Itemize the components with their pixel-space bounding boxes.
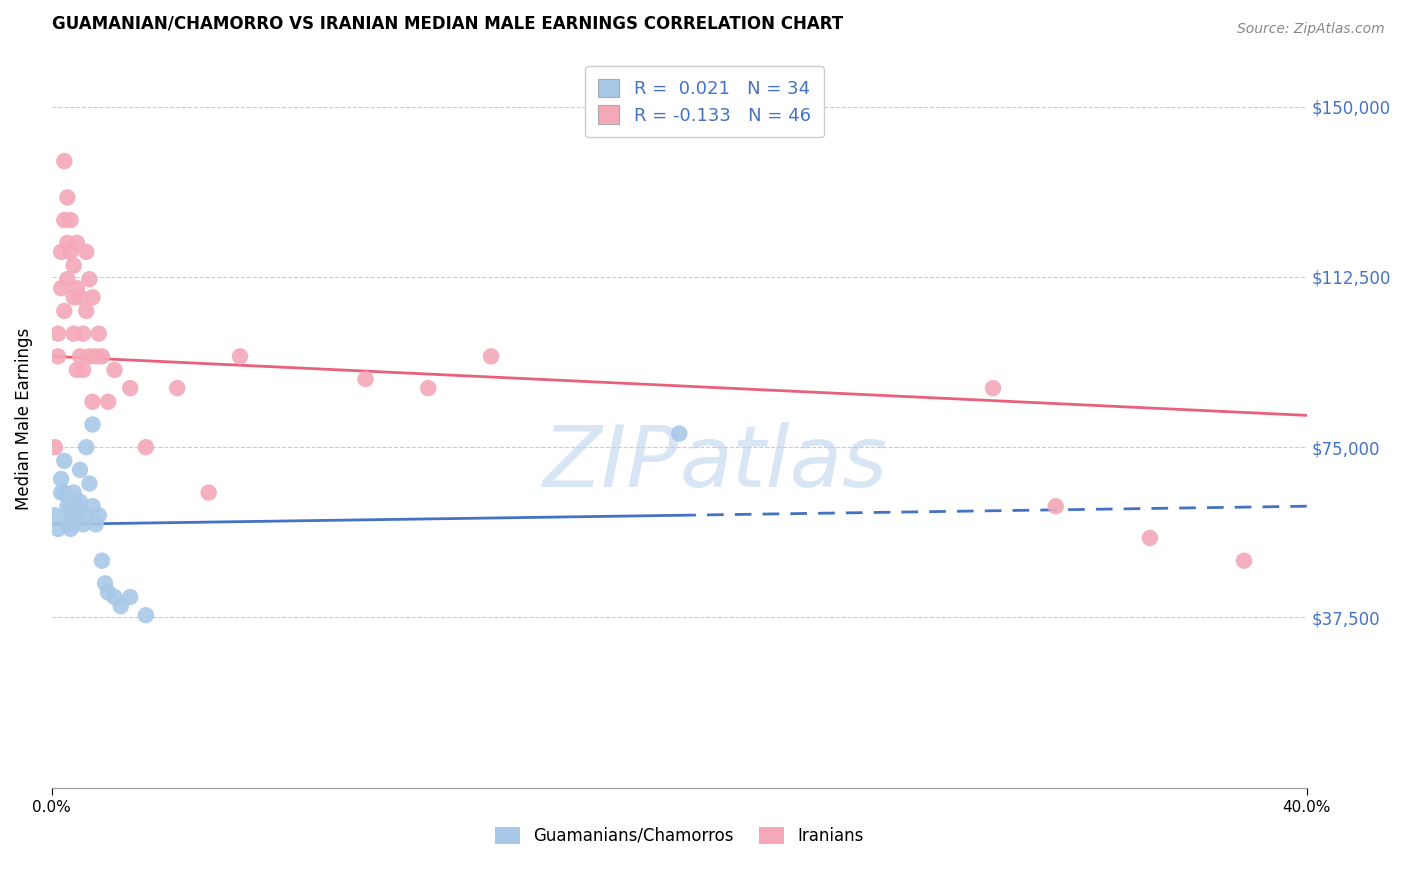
Point [120,381,142,395]
Text: GUAMANIAN/CHAMORRO VS IRANIAN MEDIAN MALE EARNINGS CORRELATION CHART: GUAMANIAN/CHAMORRO VS IRANIAN MEDIAN MAL… [52,15,842,33]
Point [62,485,84,500]
Point [59,244,82,259]
Point [62,326,84,341]
Point [79,476,101,491]
Point [103,363,125,377]
Point [135,440,157,454]
Point [79,272,101,286]
Point [79,350,101,364]
Text: ZIP: ZIP [543,422,679,505]
Point [72,363,94,377]
Point [91,554,114,568]
Point [981,381,1004,395]
Point [97,394,120,409]
Point [62,508,84,523]
Point [46,350,69,364]
Point [166,381,188,395]
Point [354,372,377,386]
Point [56,190,79,204]
Point [62,517,84,532]
Text: Source: ZipAtlas.com: Source: ZipAtlas.com [1237,22,1385,37]
Point [53,213,76,227]
Point [66,499,89,513]
Point [44,508,66,523]
Point [53,304,76,318]
Point [75,304,97,318]
Point [59,522,82,536]
Point [46,522,69,536]
Point [56,235,79,250]
Point [51,244,73,259]
Point [69,290,91,304]
Point [103,590,125,604]
Point [1045,499,1067,513]
Point [51,472,73,486]
Point [197,485,219,500]
Point [97,585,120,599]
Point [44,440,66,454]
Point [62,290,84,304]
Point [75,440,97,454]
Point [69,463,91,477]
Point [91,350,114,364]
Point [62,259,84,273]
Point [668,426,690,441]
Point [53,485,76,500]
Point [110,599,132,613]
Point [82,394,104,409]
Point [59,499,82,513]
Point [1233,554,1256,568]
Point [66,508,89,523]
Point [66,281,89,295]
Point [72,326,94,341]
Point [84,517,107,532]
Legend: R =  0.021   N = 34, R = -0.133   N = 46: R = 0.021 N = 34, R = -0.133 N = 46 [585,66,824,137]
Point [66,235,89,250]
Point [69,494,91,508]
Point [56,517,79,532]
Point [51,281,73,295]
Point [51,485,73,500]
Point [1139,531,1161,545]
Point [69,350,91,364]
Point [82,290,104,304]
Point [120,590,142,604]
Point [87,508,110,523]
Point [46,326,69,341]
Point [75,244,97,259]
Point [66,363,89,377]
Point [94,576,117,591]
Point [56,499,79,513]
Point [82,499,104,513]
Point [84,350,107,364]
Y-axis label: Median Male Earnings: Median Male Earnings [15,327,32,510]
Point [59,213,82,227]
Point [87,326,110,341]
Point [72,517,94,532]
Point [53,154,76,169]
Point [53,454,76,468]
Point [418,381,440,395]
Text: atlas: atlas [679,422,887,505]
Point [479,350,502,364]
Point [75,508,97,523]
Point [135,608,157,623]
Point [56,272,79,286]
Point [59,508,82,523]
Point [229,350,252,364]
Point [82,417,104,432]
